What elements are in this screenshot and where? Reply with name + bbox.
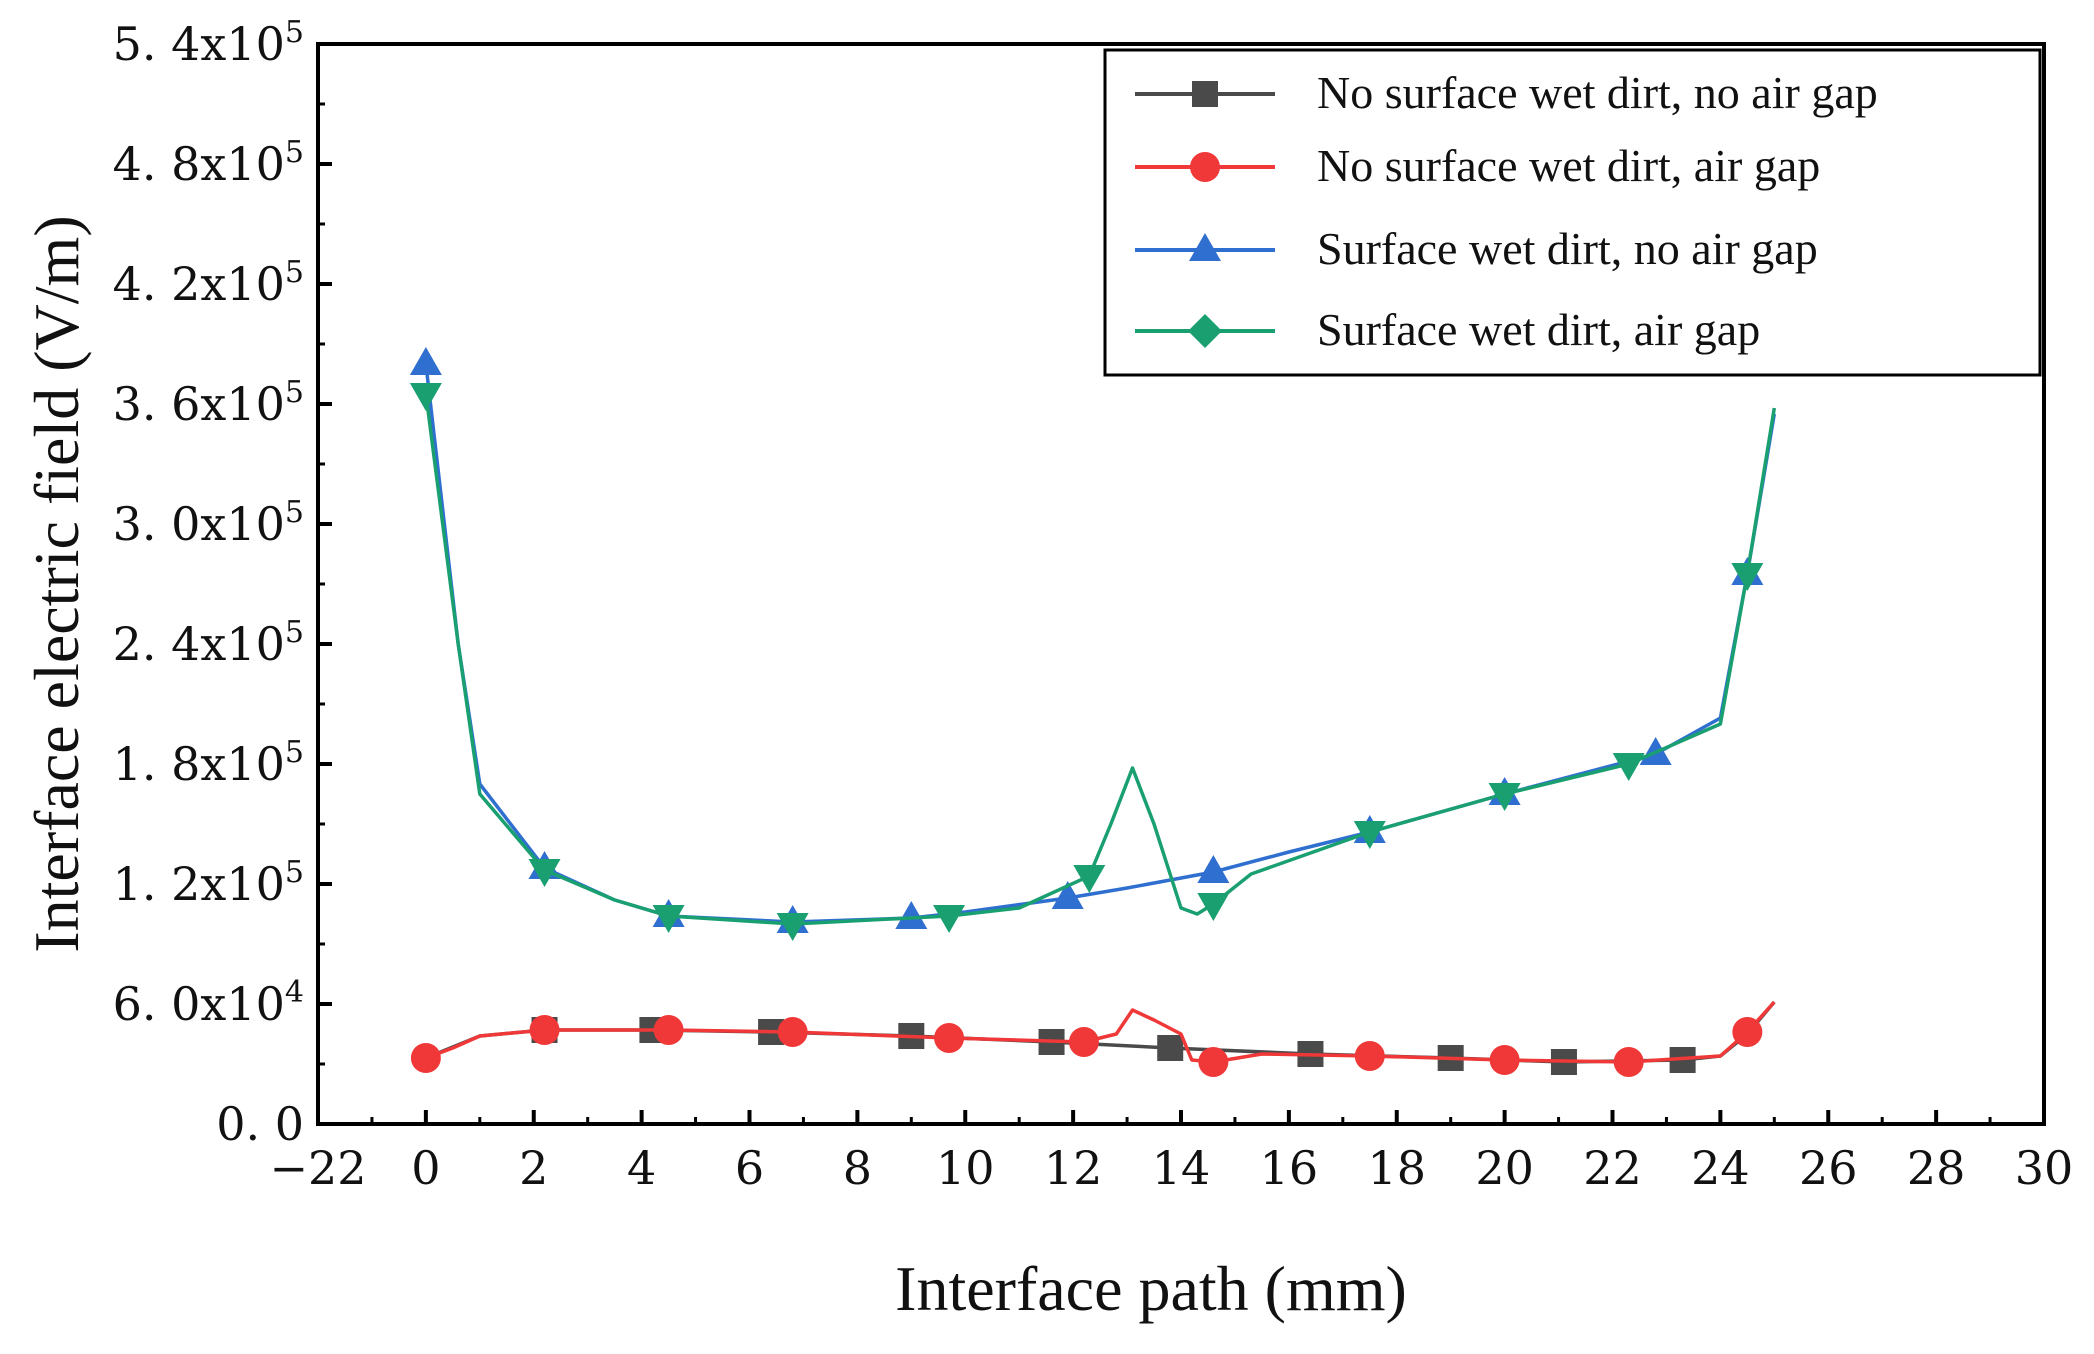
data-point (652, 905, 685, 933)
data-point (1731, 563, 1764, 591)
data-point (529, 1015, 560, 1045)
data-point (1489, 1045, 1520, 1075)
x-tick-label: 14 (1152, 1141, 1211, 1195)
x-tick-label: 0 (411, 1141, 440, 1195)
series-line (424, 393, 1777, 926)
x-axis-title: Interface path (mm) (895, 1253, 1407, 1324)
series-2 (410, 1000, 1776, 1077)
plot-frame (316, 42, 2046, 1126)
legend-label: No surface wet dirt, no air gap (1317, 67, 1878, 118)
x-tick-label: 28 (1907, 1141, 1966, 1195)
data-point (409, 383, 442, 411)
x-tick-label: 4 (627, 1141, 656, 1195)
legend: No surface wet dirt, no air gap No surfac… (1103, 48, 2042, 377)
x-tick-label: −22 (269, 1141, 366, 1195)
data-point (933, 905, 966, 933)
y-tick-label: 6. 0x104 (113, 975, 304, 1031)
series-4 (409, 383, 1777, 941)
y-tick-label: 5. 4x105 (113, 15, 304, 71)
legend-item: No surface wet dirt, air gap (1135, 140, 1820, 191)
x-tick-label: 18 (1367, 1141, 1426, 1195)
x-tick-label: 8 (843, 1141, 872, 1195)
x-tick-label: 22 (1583, 1141, 1642, 1195)
data-point (1068, 1027, 1099, 1057)
series-layer (409, 347, 1777, 1077)
x-tick-label: 10 (936, 1141, 995, 1195)
x-tick-label: 16 (1260, 1141, 1319, 1195)
x-tick-label: 24 (1691, 1141, 1750, 1195)
y-tick-label: 4. 8x105 (113, 135, 304, 191)
data-point (528, 859, 561, 887)
legend-item: Surface wet dirt, no air gap (1135, 223, 1818, 274)
y-tick-label: 1. 8x105 (113, 735, 304, 791)
legend-marker (1190, 152, 1220, 182)
series-line (425, 1000, 1776, 1064)
data-point (776, 913, 809, 941)
data-point (1198, 1047, 1229, 1077)
legend-label: Surface wet dirt, air gap (1317, 304, 1760, 355)
y-tick-label: 0. 0 (216, 1097, 304, 1151)
y-tick-label: 3. 0x105 (113, 495, 304, 551)
data-point (410, 1043, 441, 1073)
data-point (1613, 1047, 1644, 1077)
y-tick-label: 4. 2x105 (113, 255, 304, 311)
data-point (409, 347, 442, 375)
legend-marker (1192, 81, 1218, 107)
tick-labels: −22 0 2 4 6 8 10 12 14 16 18 20 22 24 26 28 300. 06. 0x1… (113, 15, 2074, 1195)
y-axis-title: Interface electric field (V/m) (21, 215, 92, 952)
legend-marker (1188, 314, 1222, 348)
y-tick-label: 3. 6x105 (113, 375, 304, 431)
data-point (1732, 1017, 1763, 1047)
legend-label: Surface wet dirt, no air gap (1317, 223, 1818, 274)
data-point (895, 901, 928, 929)
x-tick-label: 30 (2015, 1141, 2074, 1195)
y-tick-label: 2. 4x105 (113, 615, 304, 671)
legend-box (1103, 48, 2042, 377)
x-tick-label: 2 (519, 1141, 548, 1195)
data-point (1488, 783, 1521, 811)
data-point (1197, 893, 1230, 921)
legend-label: No surface wet dirt, air gap (1317, 140, 1820, 191)
y-tick-label: 1. 2x105 (113, 855, 304, 911)
data-point (934, 1023, 965, 1053)
x-tick-label: 12 (1044, 1141, 1103, 1195)
x-tick-label: 20 (1475, 1141, 1534, 1195)
legend-marker (1189, 233, 1221, 261)
x-tick-label: 6 (735, 1141, 764, 1195)
data-point (1157, 1035, 1184, 1061)
data-point (653, 1015, 684, 1045)
data-point (1612, 753, 1645, 781)
series-line (424, 363, 1777, 924)
data-point (1353, 821, 1386, 849)
data-point (1051, 881, 1084, 909)
data-point (1197, 855, 1230, 883)
data-point (1354, 1041, 1385, 1071)
legend-item: Surface wet dirt, air gap (1135, 304, 1760, 355)
legend-item: No surface wet dirt, no air gap (1135, 67, 1878, 118)
x-tick-label: 26 (1799, 1141, 1858, 1195)
series-3 (409, 347, 1777, 933)
tick-marks (316, 42, 2046, 1126)
data-point (1073, 865, 1106, 893)
data-point (777, 1017, 808, 1047)
